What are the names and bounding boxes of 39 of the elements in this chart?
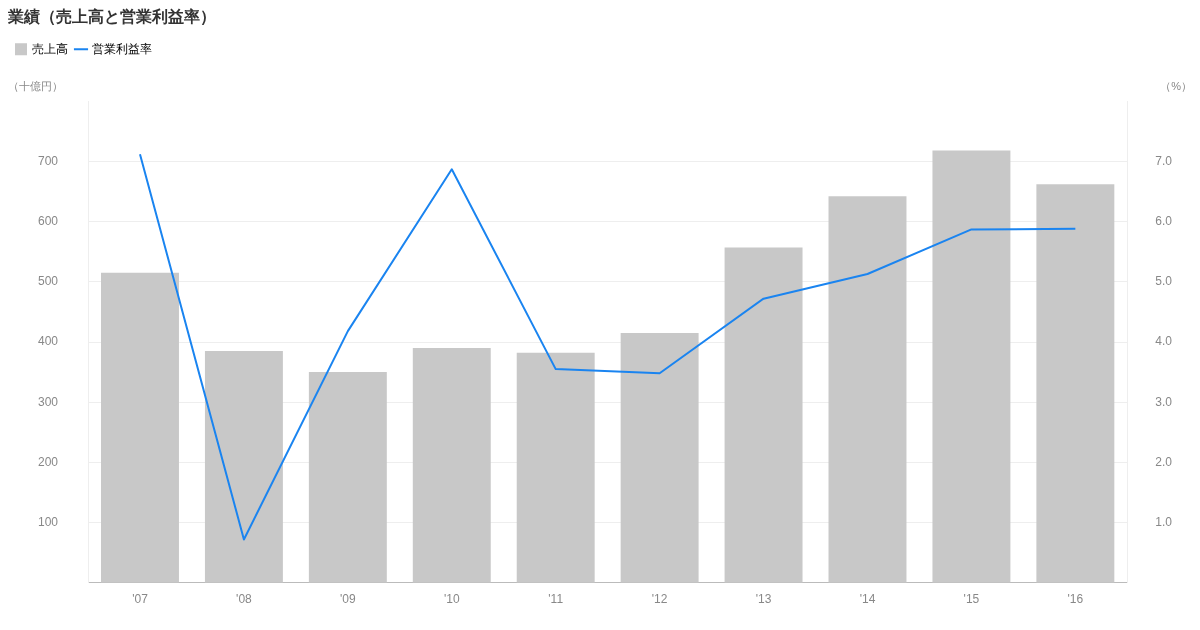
y2-tick-label: 6.0 (1155, 213, 1173, 228)
y-tick-label: 400 (37, 334, 59, 349)
y2-tick-label: 3.0 (1155, 394, 1173, 409)
y-tick-label: 600 (37, 213, 59, 228)
y-tick-label: 500 (37, 274, 59, 289)
y-tick-label: 200 (37, 454, 59, 469)
y-tick-label: 100 (37, 514, 59, 529)
bar (412, 348, 491, 583)
x-tick-label: '14 (859, 592, 876, 607)
x-tick-label: '12 (651, 592, 668, 607)
x-tick-label: '13 (755, 592, 772, 607)
bar (1036, 184, 1115, 583)
y2-tick-label: 7.0 (1155, 153, 1173, 168)
bar (932, 150, 1011, 583)
y2-tick-label: 4.0 (1155, 334, 1173, 349)
bar (308, 372, 387, 583)
y2-axis-title: （%） (1160, 80, 1192, 93)
x-tick-label: '10 (443, 592, 460, 607)
y2-tick-label: 5.0 (1155, 274, 1173, 289)
x-tick-label: '09 (340, 592, 356, 607)
y-tick-label: 700 (37, 153, 59, 168)
x-tick-label: '15 (963, 592, 980, 607)
x-tick-label: '11 (548, 592, 564, 607)
y2-tick-label: 2.0 (1155, 454, 1173, 469)
x-tick-label: '16 (1067, 592, 1084, 607)
x-tick-label: '07 (132, 592, 149, 607)
legend-label: 売上高 (32, 41, 68, 56)
y-tick-label: 300 (37, 394, 59, 409)
chart-title: 業績（売上高と営業利益率） (7, 7, 216, 27)
x-tick-label: '08 (236, 592, 253, 607)
bar (620, 332, 699, 583)
y2-tick-label: 1.0 (1155, 514, 1173, 529)
bar (204, 351, 283, 583)
bar (101, 272, 179, 583)
bar (724, 247, 803, 583)
y-axis-title: （十億円） (8, 80, 63, 93)
bar (516, 352, 595, 583)
legend-label: 営業利益率 (92, 41, 152, 56)
bar (828, 196, 907, 583)
